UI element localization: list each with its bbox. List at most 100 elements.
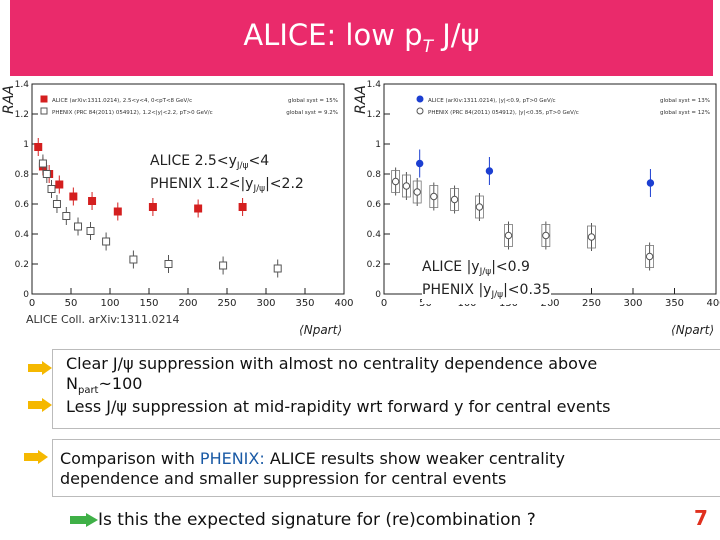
syst-box xyxy=(587,225,596,249)
x-tick-label: 250 xyxy=(217,298,236,309)
x-axis-label: ⟨Npart⟩ xyxy=(299,323,342,337)
bullet-box-1 xyxy=(52,349,720,429)
legend-marker xyxy=(416,95,424,103)
data-point xyxy=(450,195,459,204)
citation: ALICE Coll. arXiv:1311.0214 xyxy=(26,313,180,326)
legend-marker xyxy=(416,107,424,115)
legend-entry: ALICE (arXiv:1311.0214), 2.5<y<4, 0<pT<8… xyxy=(52,98,192,104)
legend-entry: PHENIX (PRC 84(2011) 054912), 1.2<|y|<2.… xyxy=(52,110,213,116)
x-tick-label: 200 xyxy=(178,298,197,309)
data-point xyxy=(102,237,111,246)
data-point xyxy=(391,177,400,186)
plots-panel: 0 0.2 0.4 0.6 0.8 1 1.2 1.4 0 50 100 150 200 250 300 35… xyxy=(0,76,720,348)
data-point xyxy=(273,264,282,273)
syst-box xyxy=(391,170,401,193)
data-point xyxy=(646,179,655,187)
data-point xyxy=(148,203,157,211)
y-tick-label: 0.8 xyxy=(15,170,30,180)
data-point xyxy=(62,212,71,220)
raa-plots: 00.20.40.60.811.21.40 50 100 150 200 250 300 35… xyxy=(1,80,720,337)
data-point xyxy=(413,188,421,196)
syst-box xyxy=(475,195,484,219)
y-axis-label: RAA xyxy=(1,85,17,114)
y-tick-label: 1.4 xyxy=(367,80,382,90)
bullet-1: Clear J/ψ suppression with almost no cen… xyxy=(66,354,598,397)
data-point xyxy=(113,207,122,216)
data-point xyxy=(504,231,513,240)
bullet-box-2 xyxy=(52,439,720,497)
legend-entry: ALICE (arXiv:1311.0214), |y|<0.9, pT>0 G… xyxy=(428,98,556,104)
legend-marker xyxy=(40,107,48,115)
bullet-3: Comparison with PHENIX: ALICE results sh… xyxy=(60,449,565,488)
syst-box xyxy=(412,180,422,204)
bullet-arrow-icon xyxy=(28,361,52,375)
slide-title: ALICE: low pT J/ψ xyxy=(243,18,480,57)
data-point xyxy=(402,182,411,190)
title-bar: ALICE: low pT J/ψ xyxy=(10,0,713,76)
syst-box xyxy=(450,188,459,211)
x-tick-label: 250 xyxy=(582,298,601,309)
right-rapidity-label: ALICE |yJ/ψ|<0.9 PHENIX |yJ/ψ|<0.35 xyxy=(422,258,551,304)
x-axis-label: ⟨Npart⟩ xyxy=(671,323,714,337)
data-point xyxy=(69,192,78,201)
syst-box xyxy=(504,224,513,247)
y-tick-label: 0.4 xyxy=(15,230,30,240)
x-tick-label: 300 xyxy=(256,298,275,309)
y-tick-label: 0.6 xyxy=(15,200,30,210)
y-axis-label: RAA xyxy=(353,85,369,114)
x-tick-label: 0 xyxy=(381,298,387,309)
x-tick-label: 300 xyxy=(623,298,642,309)
syst-box xyxy=(541,224,551,247)
legend-global-syst: global syst = 9.2% xyxy=(286,110,338,116)
syst-box xyxy=(645,245,654,268)
y-tick-label: 1 xyxy=(375,140,381,150)
y-tick-label: 1.4 xyxy=(15,80,30,90)
y-tick-label: 0.8 xyxy=(367,170,382,180)
data-point xyxy=(52,200,61,208)
x-tick-label: 350 xyxy=(295,298,314,309)
y-tick-label: 0.6 xyxy=(367,200,382,210)
x-tick-label: 400 xyxy=(706,298,720,309)
x-tick-label: 50 xyxy=(65,298,78,309)
data-point xyxy=(238,203,247,211)
syst-box xyxy=(402,174,411,198)
data-point xyxy=(55,180,64,189)
y-tick-label: 1 xyxy=(23,140,29,150)
y-tick-label: 0.4 xyxy=(367,230,382,240)
data-point xyxy=(88,197,97,205)
data-point xyxy=(415,159,424,168)
data-point xyxy=(47,185,56,193)
data-point xyxy=(38,159,47,168)
syst-box xyxy=(429,185,439,208)
closing-question: Is this the expected signature for (re)c… xyxy=(98,510,536,530)
page-number: 7 xyxy=(694,506,708,530)
y-tick-label: 0 xyxy=(23,290,29,300)
x-tick-label: 400 xyxy=(334,298,353,309)
bullet-arrow-icon xyxy=(24,450,48,464)
x-tick-label: 100 xyxy=(100,298,119,309)
y-tick-label: 0.2 xyxy=(15,260,29,270)
data-point xyxy=(194,204,203,213)
x-tick-label: 0 xyxy=(29,298,35,309)
data-point xyxy=(219,261,228,270)
data-point xyxy=(645,252,654,261)
legend-global-syst: global syst = 12% xyxy=(660,110,710,116)
data-point xyxy=(430,192,438,201)
data-point xyxy=(42,170,51,178)
y-tick-label: 0 xyxy=(375,290,381,300)
legend-entry: PHENIX (PRC 84(2011) 054912), |y|<0.35, … xyxy=(428,110,579,116)
y-tick-label: 1.2 xyxy=(15,110,29,120)
legend-marker xyxy=(40,95,48,103)
data-point xyxy=(86,227,95,235)
data-point xyxy=(129,255,138,264)
data-point xyxy=(74,222,83,231)
x-tick-label: 150 xyxy=(139,298,158,309)
legend-global-syst: global syst = 15% xyxy=(288,98,338,104)
left-rapidity-label: ALICE 2.5<yJ/ψ<4 PHENIX 1.2<|yJ/ψ|<2.2 xyxy=(150,152,304,198)
data-point xyxy=(587,233,596,241)
data-point xyxy=(34,143,43,151)
question-arrow-icon xyxy=(70,513,98,527)
y-tick-label: 1.2 xyxy=(367,110,381,120)
data-point xyxy=(475,203,484,211)
data-point xyxy=(485,167,494,175)
